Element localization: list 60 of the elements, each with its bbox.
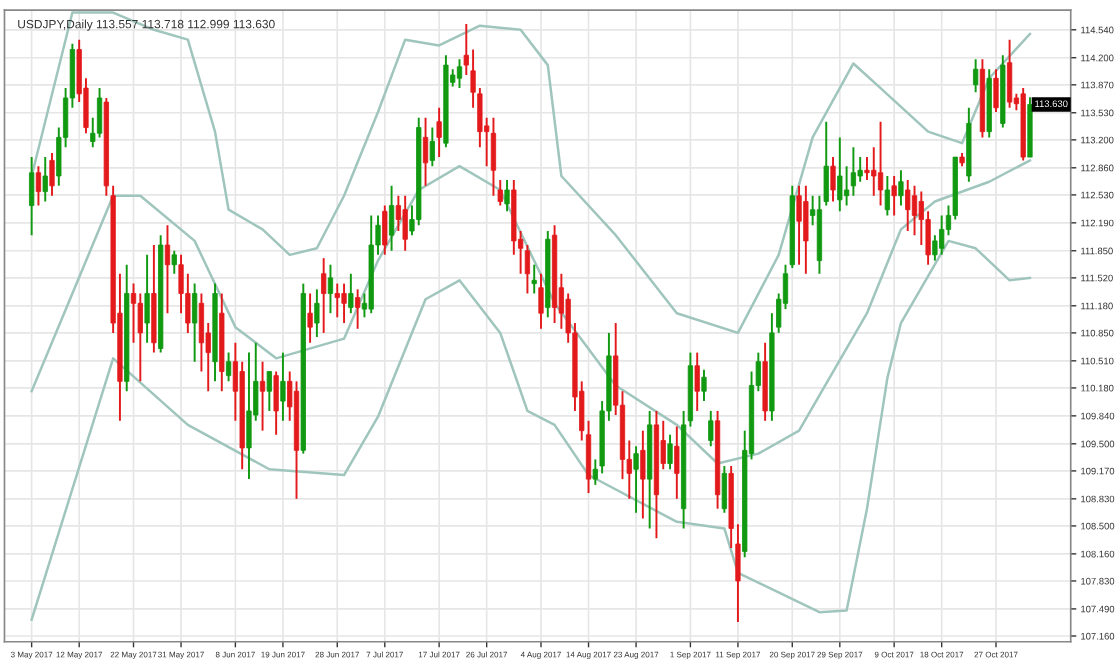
candlestick — [273, 370, 279, 436]
candlestick — [307, 292, 313, 344]
line-series — [30, 159, 1032, 465]
candlestick — [891, 175, 897, 217]
candlestick — [246, 351, 252, 481]
candlestick — [490, 116, 497, 197]
candlestick — [225, 351, 232, 383]
candlestick — [348, 272, 354, 315]
candlestick — [42, 156, 48, 203]
candlestick — [667, 433, 673, 471]
candlestick — [341, 282, 347, 325]
candlestick — [259, 360, 266, 432]
candlestick — [504, 179, 510, 213]
candlestick — [327, 263, 334, 315]
candlestick — [973, 58, 979, 94]
candlestick — [905, 179, 911, 233]
candlestick — [402, 194, 408, 252]
candlestick — [884, 175, 890, 217]
candlestick — [321, 257, 327, 334]
candlestick — [164, 224, 171, 315]
candlestick — [708, 409, 714, 448]
candlestick — [49, 152, 55, 197]
candlestick — [633, 445, 639, 514]
candlestick — [531, 263, 537, 295]
candlestick — [429, 126, 435, 168]
candlestick — [939, 214, 945, 256]
candlestick — [877, 120, 884, 207]
candlestick — [144, 253, 150, 344]
candlestick — [674, 425, 680, 500]
candlestick — [1006, 38, 1013, 109]
candlestick — [701, 368, 707, 403]
candlestick — [694, 351, 700, 412]
candlestick — [355, 288, 361, 330]
candlestick — [266, 370, 272, 412]
candlestick — [796, 184, 802, 266]
candlestick — [837, 136, 843, 213]
candlestick — [911, 184, 918, 237]
candlestick — [456, 58, 463, 90]
candlestick — [864, 156, 870, 182]
candlestick — [171, 249, 177, 275]
candlestick — [137, 292, 143, 383]
candlestick — [993, 68, 999, 113]
candlestick — [334, 282, 340, 319]
candlestick — [436, 106, 442, 159]
candlestick — [803, 184, 809, 275]
candlestick — [192, 282, 198, 363]
candlestick — [314, 288, 320, 338]
candlestick — [422, 116, 429, 187]
line-series — [30, 239, 1032, 621]
candlestick — [35, 165, 42, 207]
candlestick — [96, 87, 103, 139]
candlestick — [280, 351, 286, 422]
candlestick — [640, 429, 646, 520]
candlestick — [382, 204, 388, 256]
candlestick — [29, 156, 35, 237]
candlestick — [830, 156, 836, 203]
candlestick — [721, 465, 727, 514]
candlestick — [388, 184, 395, 252]
candlestick — [898, 169, 904, 207]
candlestick — [538, 272, 544, 330]
